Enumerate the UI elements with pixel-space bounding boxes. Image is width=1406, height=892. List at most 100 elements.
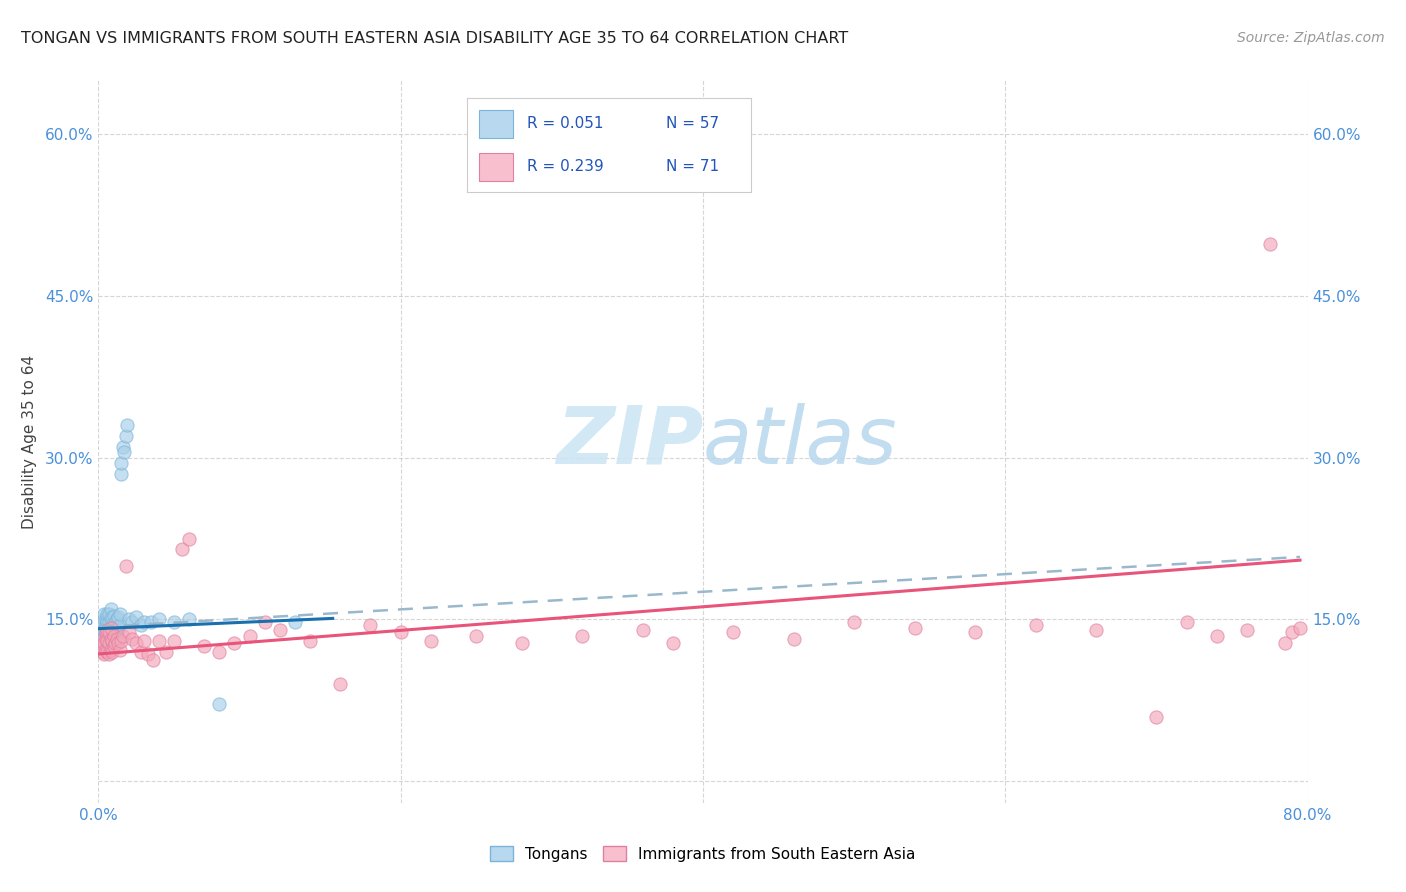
Point [329, 677, 352, 691]
Point [103, 629, 125, 643]
Point [96, 624, 118, 638]
Point [96, 634, 118, 648]
Point [105, 624, 128, 638]
Point [1144, 709, 1167, 723]
Point [110, 634, 132, 648]
Point [110, 467, 132, 481]
Point [103, 640, 125, 654]
Legend: Tongans, Immigrants from South Eastern Asia: Tongans, Immigrants from South Eastern A… [484, 839, 922, 868]
Point [148, 634, 170, 648]
Point [104, 625, 127, 640]
Point [136, 647, 159, 661]
Text: atlas: atlas [703, 402, 898, 481]
Point [121, 632, 143, 646]
Point [118, 625, 141, 640]
Point [163, 615, 186, 629]
Point [94, 632, 117, 646]
Point [100, 632, 122, 646]
Point [163, 634, 186, 648]
Point [1274, 636, 1296, 650]
Point [94, 642, 117, 657]
Point [129, 618, 152, 632]
Point [783, 632, 806, 646]
Point [91, 634, 114, 648]
Point [98, 607, 121, 621]
Text: ZIP: ZIP [555, 402, 703, 481]
Point [208, 645, 231, 659]
Point [94, 625, 117, 640]
Point [90, 640, 112, 654]
Point [114, 558, 136, 573]
Point [100, 624, 122, 638]
Point [96, 640, 118, 654]
Point [98, 615, 121, 629]
Point [115, 418, 138, 433]
Point [101, 634, 124, 648]
Point [1289, 621, 1312, 635]
Point [1281, 625, 1303, 640]
Point [93, 647, 115, 661]
Point [93, 636, 115, 650]
Point [155, 645, 177, 659]
Point [142, 653, 165, 667]
Point [112, 445, 135, 459]
Point [94, 618, 117, 632]
Point [125, 610, 148, 624]
Point [93, 634, 115, 648]
Point [105, 612, 128, 626]
Point [103, 620, 125, 634]
Point [420, 634, 443, 648]
Point [98, 636, 121, 650]
Point [111, 440, 134, 454]
Point [118, 612, 141, 626]
Point [98, 621, 121, 635]
Point [91, 632, 114, 646]
Point [105, 632, 128, 646]
Point [723, 625, 745, 640]
Point [93, 612, 115, 626]
Point [299, 634, 322, 648]
Point [661, 636, 683, 650]
Point [94, 612, 117, 626]
Point [148, 612, 170, 626]
Point [284, 615, 307, 629]
Text: TONGAN VS IMMIGRANTS FROM SOUTH EASTERN ASIA DISABILITY AGE 35 TO 64 CORRELATION: TONGAN VS IMMIGRANTS FROM SOUTH EASTERN … [21, 31, 848, 46]
Point [101, 610, 124, 624]
Point [269, 624, 291, 638]
Point [132, 615, 155, 629]
Point [107, 621, 129, 635]
Point [94, 634, 117, 648]
Point [1024, 618, 1046, 632]
Point [93, 607, 115, 621]
Text: Source: ZipAtlas.com: Source: ZipAtlas.com [1237, 31, 1385, 45]
Point [125, 636, 148, 650]
Point [631, 624, 654, 638]
Point [96, 615, 118, 629]
Point [129, 645, 152, 659]
Point [100, 642, 122, 657]
Point [107, 610, 129, 624]
Point [1258, 237, 1281, 252]
Point [93, 624, 115, 638]
Point [121, 615, 143, 629]
Point [96, 645, 118, 659]
Point [103, 609, 125, 624]
Point [170, 542, 193, 557]
Point [253, 615, 276, 629]
Point [107, 636, 129, 650]
Point [111, 629, 134, 643]
Point [91, 624, 114, 638]
Point [90, 629, 112, 643]
Point [108, 607, 131, 621]
Point [141, 615, 163, 629]
Point [98, 625, 121, 640]
Point [98, 647, 121, 661]
Point [96, 629, 118, 643]
Point [1206, 629, 1229, 643]
Point [965, 625, 987, 640]
Point [101, 645, 124, 659]
Point [103, 629, 125, 643]
Point [104, 615, 127, 629]
Point [193, 640, 215, 654]
Point [571, 629, 593, 643]
